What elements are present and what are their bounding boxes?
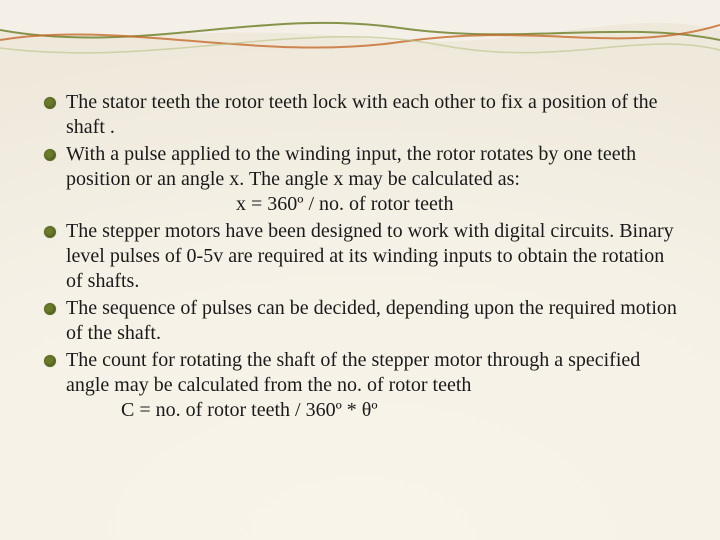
list-item: The count for rotating the shaft of the … bbox=[40, 348, 680, 423]
list-item: With a pulse applied to the winding inpu… bbox=[40, 142, 680, 217]
bullet-text: The sequence of pulses can be decided, d… bbox=[66, 297, 677, 344]
list-item: The sequence of pulses can be decided, d… bbox=[40, 296, 680, 346]
bullet-text: The stepper motors have been designed to… bbox=[66, 220, 674, 292]
bullet-list: The stator teeth the rotor teeth lock wi… bbox=[40, 90, 680, 423]
decorative-wave bbox=[0, 0, 720, 90]
bullet-text: The count for rotating the shaft of the … bbox=[66, 349, 640, 396]
formula-text: C = no. of rotor teeth / 360º * θº bbox=[66, 398, 680, 423]
formula-text: x = 360º / no. of rotor teeth bbox=[66, 192, 680, 217]
slide: The stator teeth the rotor teeth lock wi… bbox=[0, 0, 720, 540]
list-item: The stator teeth the rotor teeth lock wi… bbox=[40, 90, 680, 140]
bullet-text: With a pulse applied to the winding inpu… bbox=[66, 143, 636, 190]
list-item: The stepper motors have been designed to… bbox=[40, 219, 680, 294]
bullet-text: The stator teeth the rotor teeth lock wi… bbox=[66, 91, 657, 138]
